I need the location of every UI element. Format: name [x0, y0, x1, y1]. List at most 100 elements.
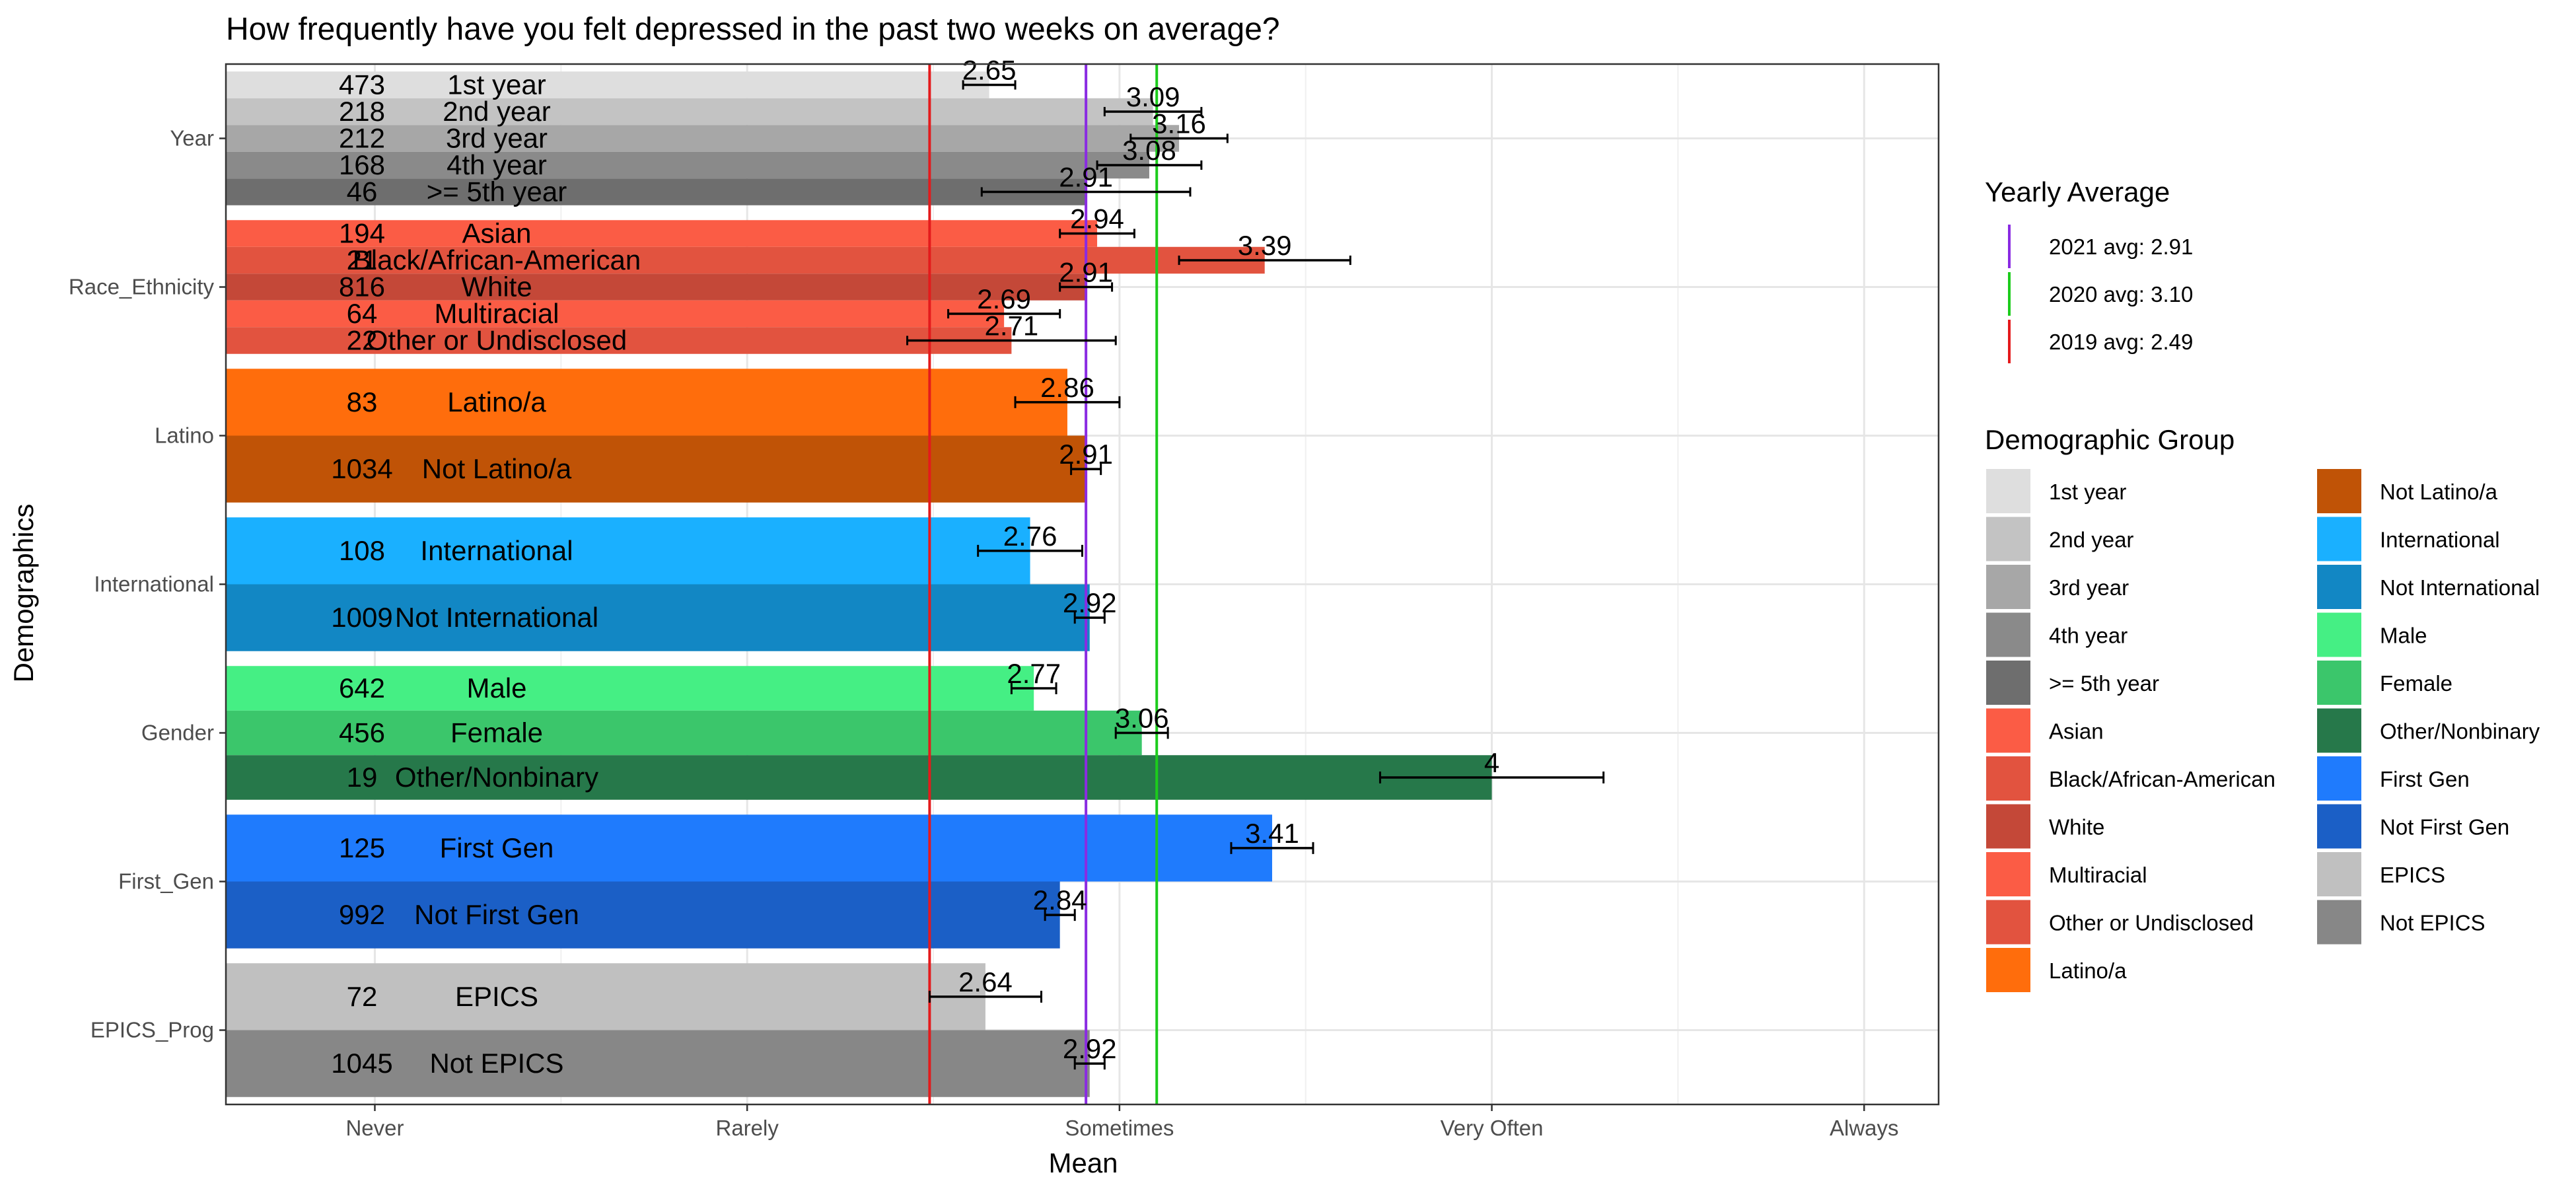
- legend-label-multiracial: Multiracial: [2049, 863, 2147, 887]
- bar-label-white: White: [461, 271, 532, 303]
- legend-key-not-latino-a: [2317, 469, 2361, 513]
- bar-texts: 473 1st year 2.65 218 2nd year 3.09 212 3rd yea…: [331, 55, 1499, 1079]
- y-tick-label-latino: Latino: [155, 423, 214, 448]
- bar-male: [226, 666, 1034, 711]
- bar-label-asian: Asian: [462, 218, 531, 249]
- y-tick-label-year: Year: [170, 126, 214, 151]
- bar-count-latino-a: 83: [347, 386, 378, 417]
- legend-key-male: [2317, 612, 2361, 657]
- bar-count-international: 108: [339, 535, 385, 566]
- bar-label-other-or-undisclosed: Other or Undisclosed: [367, 325, 627, 356]
- bar-not-first-gen: [226, 881, 1060, 949]
- legend-label-2020-avg-3-10: 2020 avg: 3.10: [2049, 282, 2193, 306]
- bar-label-3rd-year: 3rd year: [446, 123, 548, 154]
- x-tick-label-always: Always: [1830, 1116, 1899, 1140]
- bar-mean-4th-year: 3.08: [1122, 135, 1176, 166]
- bar-label-not-international: Not International: [395, 602, 598, 633]
- bar-mean-other-nonbinary: 4: [1484, 747, 1499, 778]
- legend-key-not-epics: [2317, 900, 2361, 945]
- y-tick-label-epics-prog: EPICS_Prog: [90, 1018, 214, 1042]
- bar-label-latino-a: Latino/a: [447, 386, 546, 417]
- bar-5th-year: [226, 178, 1087, 205]
- bar-count-other-or-undisclosed: 22: [347, 325, 378, 356]
- bar-count-white: 816: [339, 271, 385, 303]
- bar-mean-female: 3.06: [1115, 703, 1169, 734]
- bar-count-female: 456: [339, 717, 385, 748]
- legend-label-asian: Asian: [2049, 719, 2104, 744]
- legend-key-black-african-american: [1986, 756, 2030, 801]
- bar-count-black-african-american: 21: [347, 244, 378, 275]
- legend-key-not-international: [2317, 565, 2361, 609]
- bar-count-multiracial: 64: [347, 298, 378, 329]
- bar-mean-not-epics: 2.92: [1063, 1033, 1117, 1064]
- bar-label-5th-year: >= 5th year: [427, 176, 567, 207]
- legend-group-entries: 1st year 2nd year 3rd year 4th year >= 5th y…: [1986, 469, 2540, 992]
- legend-label-first-gen: First Gen: [2380, 767, 2470, 791]
- legend-key-international: [2317, 517, 2361, 561]
- bar-mean-latino-a: 2.86: [1040, 372, 1094, 403]
- bar-mean-white: 2.91: [1059, 257, 1113, 288]
- legend-label-2nd-year: 2nd year: [2049, 528, 2133, 552]
- legend-key-asian: [1986, 708, 2030, 753]
- bar-not-epics: [226, 1030, 1090, 1097]
- legend-label-5th-year: >= 5th year: [2049, 671, 2159, 696]
- legend-label-not-epics: Not EPICS: [2380, 911, 2486, 935]
- bar-count-not-latino-a: 1034: [331, 453, 392, 484]
- bar-multiracial: [226, 300, 1005, 328]
- bar-mean-1st-year: 2.65: [962, 55, 1017, 86]
- legend-key-other-nonbinary: [2317, 708, 2361, 753]
- bar-label-first-gen: First Gen: [440, 832, 554, 863]
- legend-label-epics: EPICS: [2380, 863, 2445, 887]
- bar-mean-international: 2.76: [1003, 521, 1057, 552]
- x-tick-label-very-often: Very Often: [1441, 1116, 1544, 1140]
- bar-label-epics: EPICS: [455, 981, 538, 1012]
- bar-label-other-nonbinary: Other/Nonbinary: [395, 762, 598, 793]
- bar-label-male: Male: [466, 672, 526, 703]
- chart-title: How frequently have you felt depressed i…: [226, 12, 1280, 47]
- bar-label-black-african-american: Black/African-American: [353, 244, 641, 275]
- bar-not-latino-a: [226, 435, 1087, 503]
- bar-mean-other-or-undisclosed: 2.71: [985, 310, 1039, 342]
- bar-female: [226, 710, 1142, 756]
- legend-key-3rd-year: [1986, 565, 2030, 609]
- legend-label-not-latino-a: Not Latino/a: [2380, 480, 2498, 504]
- bar-label-international: International: [420, 535, 573, 566]
- y-tick-label-international: International: [94, 572, 214, 596]
- bar-mean-epics: 2.64: [958, 966, 1013, 997]
- legend-label-2019-avg-2-49: 2019 avg: 2.49: [2049, 330, 2193, 354]
- legend-key-2nd-year: [1986, 517, 2030, 561]
- legend-group-title: Demographic Group: [1985, 424, 2235, 455]
- bar-mean-not-latino-a: 2.91: [1059, 439, 1113, 470]
- bar-mean-not-first-gen: 2.84: [1033, 884, 1087, 916]
- legend-key-female: [2317, 661, 2361, 705]
- axis-ticks: Year Race_Ethnicity Latino International Gen…: [69, 126, 1899, 1141]
- bar-label-not-latino-a: Not Latino/a: [422, 453, 572, 484]
- legend-key-5th-year: [1986, 661, 2030, 705]
- bar-count-first-gen: 125: [339, 832, 385, 863]
- bar-count-not-international: 1009: [331, 602, 392, 633]
- x-axis-label: Mean: [1048, 1147, 1118, 1178]
- y-tick-label-gender: Gender: [141, 721, 214, 745]
- bar-count-epics: 72: [347, 981, 378, 1012]
- legend-label-not-international: Not International: [2380, 575, 2540, 600]
- bar-other-nonbinary: [226, 755, 1492, 800]
- bar-mean-asian: 2.94: [1070, 203, 1124, 234]
- bar-label-female: Female: [450, 717, 543, 748]
- bar-white: [226, 273, 1087, 301]
- x-tick-label-sometimes: Sometimes: [1065, 1116, 1174, 1140]
- bar-4th-year: [226, 151, 1149, 179]
- bar-label-multiracial: Multiracial: [434, 298, 559, 329]
- legend-label-3rd-year: 3rd year: [2049, 575, 2129, 600]
- legend-key-1st-year: [1986, 469, 2030, 513]
- legend-label-latino-a: Latino/a: [2049, 958, 2127, 983]
- bar-count-asian: 194: [339, 218, 385, 249]
- bar-mean-male: 2.77: [1007, 658, 1061, 689]
- bar-count-5th-year: 46: [347, 176, 378, 207]
- bar-not-international: [226, 584, 1090, 651]
- legend-key-epics: [2317, 852, 2361, 896]
- bar-label-1st-year: 1st year: [447, 69, 546, 100]
- legend: Yearly Average 2021 avg: 2.91 2020 avg: 3…: [1985, 176, 2540, 992]
- legend-label-black-african-american: Black/African-American: [2049, 767, 2275, 791]
- bar-mean-3rd-year: 3.16: [1152, 108, 1206, 139]
